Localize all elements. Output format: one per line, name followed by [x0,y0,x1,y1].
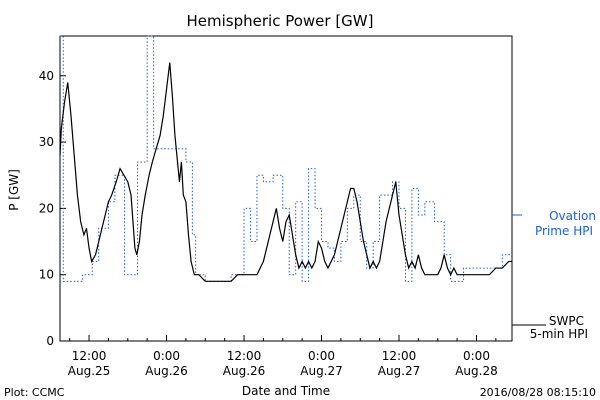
legend-swpc-label-line2: 5-min HPI [530,327,588,341]
x-tick-time-label: 12:00 [382,349,417,363]
x-tick-date-label: Aug.27 [300,364,343,378]
x-tick-date-label: Aug.26 [145,364,188,378]
y-tick-label: 40 [39,69,54,83]
x-tick-date-label: Aug.27 [378,364,421,378]
legend-ovation: Ovation Prime HPI [512,209,596,238]
x-tick-time-label: 0:00 [463,349,490,363]
series-ovation-prime-line [60,35,512,282]
chart-title: Hemispheric Power [GW] [187,12,374,30]
legend-ovation-label-line1: Ovation [549,209,596,223]
plot-frame [59,35,513,342]
series-swpc-line [59,62,512,282]
x-axis-label: Date and Time [242,384,330,398]
x-tick-time-label: 12:00 [227,349,262,363]
x-tick-date-label: Aug.28 [455,364,498,378]
legend-ovation-label-line2: Prime HPI [535,224,593,238]
timestamp: 2016/08/28 08:15:10 [480,386,596,399]
y-tick-label: 30 [39,135,54,149]
legend-swpc: SWPC 5-min HPI [512,314,588,341]
y-axis-label: P [GW] [7,169,21,211]
y-tick-label: 10 [39,268,54,282]
x-tick-time-label: 0:00 [153,349,180,363]
plot-credit: Plot: CCMC [4,386,65,399]
y-tick-label: 0 [46,334,54,348]
y-tick-label: 20 [39,201,54,215]
legend-swpc-label-line1: SWPC [549,314,584,328]
x-tick-time-label: 12:00 [72,349,107,363]
x-tick-time-label: 0:00 [308,349,335,363]
x-tick-date-label: Aug.26 [223,364,266,378]
x-tick-date-label: Aug.25 [68,364,111,378]
